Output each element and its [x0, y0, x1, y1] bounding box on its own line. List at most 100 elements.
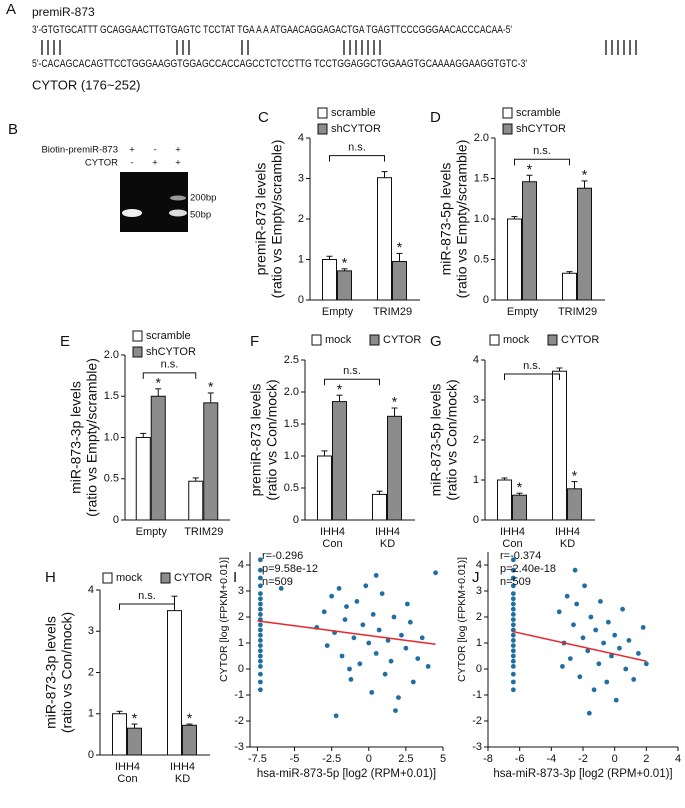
point — [321, 609, 327, 615]
x-tick-label: 2.5 — [398, 753, 413, 765]
point — [379, 591, 385, 596]
point — [510, 687, 516, 693]
point — [510, 557, 516, 563]
y-tick-label: 2 — [88, 666, 94, 678]
y-axis-label: premiR-873 levels — [248, 384, 264, 497]
x-tick-label: IHH4 KD — [555, 526, 580, 550]
y-tick-label: -3 — [472, 741, 482, 753]
y-tick-label: 1.5 — [474, 172, 489, 184]
bracket — [329, 155, 385, 162]
significance-star: * — [132, 710, 138, 726]
y-tick-label: 2 — [473, 434, 479, 446]
point — [257, 671, 263, 677]
point — [257, 567, 263, 573]
gel-band — [170, 195, 186, 201]
panel-label: I — [233, 569, 237, 586]
x-tick-label: Empty — [322, 306, 354, 318]
annotation: n=509 — [500, 576, 531, 588]
legend-swatch — [489, 334, 500, 346]
x-tick-label: Empty — [136, 526, 168, 538]
x-axis-label: hsa-miR-873-5p [log2 (RPM+0.01)] — [257, 768, 436, 780]
x-tick-label: -4 — [546, 753, 556, 765]
y-tick-label: 2.5 — [284, 354, 299, 366]
legend-label: scramble — [516, 107, 561, 119]
legend-swatch — [369, 334, 380, 346]
panel-label: G — [430, 333, 442, 350]
bar — [188, 480, 204, 521]
point — [593, 627, 599, 633]
point — [560, 664, 565, 669]
legend-swatch — [102, 572, 113, 584]
y-tick-label: 1.0 — [104, 431, 119, 443]
panel-b: B Biotin-premiR-873 CYTOR + - + - + + 20… — [8, 121, 216, 232]
legend-swatch — [132, 346, 143, 358]
y-tick-label: 2.0 — [474, 132, 489, 144]
point — [257, 638, 263, 643]
gel — [120, 172, 188, 232]
panel-a: A premiR-873 3'-GTGTGCATTT GCAGGAACTTGTG… — [6, 1, 637, 92]
annotation: p=2.40e-18 — [500, 563, 556, 575]
point — [396, 695, 401, 700]
legend-swatch — [502, 107, 513, 119]
bracket-label: n.s. — [138, 590, 156, 602]
point — [257, 658, 263, 664]
point — [591, 687, 597, 693]
point — [510, 617, 516, 622]
bar — [317, 455, 332, 521]
point — [617, 645, 622, 651]
y-tick-label: 2.0 — [284, 386, 299, 398]
point — [388, 658, 394, 664]
significance-star: * — [337, 381, 343, 397]
point — [257, 648, 263, 654]
fit-line — [511, 630, 647, 662]
y-axis-label: (ratio vs Con/mock) — [444, 379, 460, 500]
point — [257, 643, 263, 648]
point — [631, 677, 637, 682]
significance-star: * — [582, 167, 588, 183]
sign: + — [152, 158, 158, 169]
point — [510, 622, 516, 628]
y-tick-label: 3 — [238, 585, 244, 597]
point — [582, 583, 587, 589]
point — [415, 656, 421, 661]
y-tick-label: -1 — [234, 689, 244, 701]
panel-label: C — [258, 109, 269, 126]
point — [510, 606, 516, 612]
y-tick-label: 0.5 — [284, 482, 299, 494]
bar — [387, 415, 402, 521]
point — [329, 593, 335, 599]
bar — [167, 610, 182, 756]
legend-label: scramble — [146, 330, 191, 342]
bar — [512, 494, 527, 521]
point — [510, 591, 516, 596]
strand: 5'-CACAGCACAGTTCCTGGGAAGGTGGAGCCACCAGCCT… — [32, 58, 527, 70]
y-tick-label: 1 — [88, 708, 94, 720]
significance-star: * — [397, 239, 403, 255]
point — [369, 690, 375, 695]
point — [605, 619, 611, 625]
legend-label: scramble — [331, 107, 376, 119]
point — [425, 664, 431, 669]
point — [257, 653, 263, 659]
y-axis-label: miR-873-3p levels — [43, 616, 59, 729]
y-tick-label: 0.5 — [474, 253, 489, 265]
legend-label: CYTOR — [561, 334, 599, 346]
y-tick-label: 1 — [238, 637, 244, 649]
point — [510, 583, 516, 589]
point — [257, 596, 263, 602]
x-tick-label: -7.5 — [248, 753, 267, 765]
scatter-chart: I -3 -2 -1 0 1 2 3 4 -7.5 -5 -2.5 0 2.5 5 hsa-miR-873-5… — [218, 550, 446, 780]
point — [257, 606, 263, 612]
point — [257, 575, 263, 581]
point — [257, 591, 263, 596]
panel-label: A — [6, 1, 16, 18]
point — [620, 606, 625, 612]
point — [596, 661, 602, 667]
point — [556, 609, 562, 615]
y-tick-label: 1 — [473, 474, 479, 486]
point — [324, 643, 330, 648]
point — [571, 622, 576, 628]
point — [636, 651, 641, 656]
point — [336, 586, 342, 591]
